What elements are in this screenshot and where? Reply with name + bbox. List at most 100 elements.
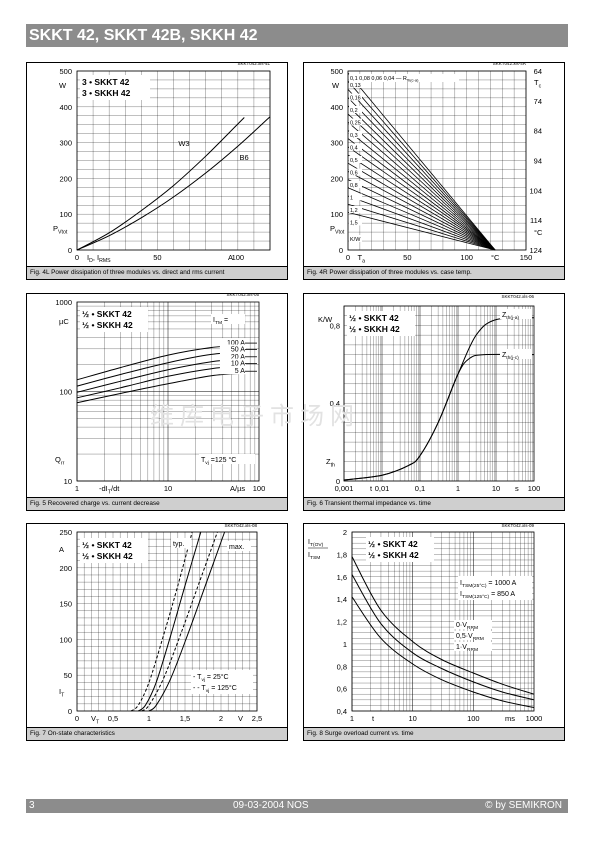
resistance-line bbox=[347, 80, 496, 251]
resistance-line bbox=[347, 187, 496, 251]
x-tick-label: 0,001 bbox=[335, 484, 354, 493]
x-tick-label: 1 bbox=[147, 714, 151, 723]
y-unit: W bbox=[59, 81, 67, 90]
chart-code: SKKT042.xls-4L bbox=[237, 63, 270, 66]
x-tick-label: 150 bbox=[520, 253, 533, 262]
series-line bbox=[76, 372, 245, 404]
x-tick-label: 1 bbox=[350, 714, 354, 723]
figure-caption: Fig. 4L Power dissipation of three modul… bbox=[27, 266, 287, 279]
series-line bbox=[148, 531, 226, 712]
chart-fig4r: 0 100 200 300 400 500 0 50 100 150 SKKT042.xls-4R W… bbox=[330, 63, 543, 264]
y-tick-label: 2 bbox=[343, 528, 347, 537]
itsm-legend-bg bbox=[458, 576, 532, 600]
y-tick-label: 200 bbox=[330, 174, 343, 183]
x-tick-label: 0 bbox=[75, 714, 79, 723]
chart-code: SKKT042.xls-05 bbox=[226, 294, 259, 297]
x-tick-label: 50 bbox=[403, 253, 411, 262]
x-label: Ta bbox=[357, 253, 365, 264]
resistance-label-bg bbox=[349, 143, 362, 151]
right-tick-label: 84 bbox=[534, 127, 542, 136]
chart-panel-fig5: 10 100 1000 1 10 100 SKKT042.xls-05 µC Qrr -dIT/d… bbox=[26, 293, 288, 511]
footer-date: 09-03-2004 NOS bbox=[233, 800, 309, 811]
resistance-label: 0,2 bbox=[350, 108, 358, 114]
legend-entry: ½ • SKKH 42 bbox=[368, 550, 419, 560]
resistance-label-bg bbox=[349, 218, 362, 226]
series-label-bg bbox=[454, 642, 492, 651]
resistance-line bbox=[347, 146, 496, 251]
max-label: max. bbox=[229, 544, 244, 551]
x-tick-label: 0,5 bbox=[108, 714, 118, 723]
resistance-line bbox=[347, 212, 496, 251]
chart-fig4l: 0 100 200 300 400 500 0 50 100 SKKT042.xls-4L W PVt… bbox=[53, 63, 270, 264]
chart-panel-fig4l: 0 100 200 300 400 500 0 50 100 SKKT042.xls-4L W PVt… bbox=[26, 62, 288, 280]
right-tick-label: 74 bbox=[534, 97, 542, 106]
series-label: 1·VRRM bbox=[456, 644, 478, 653]
series-label-bg bbox=[219, 366, 246, 375]
x-tick-label: 10 bbox=[164, 484, 172, 493]
series-line bbox=[351, 556, 535, 695]
figure-caption: Fig. 4R Power dissipation of three modul… bbox=[304, 266, 564, 279]
chart-panel-fig6: 0 0,4 0,8 0,001 0,01 0,1 1 10 100 SKKT042.xls-06 K… bbox=[303, 293, 565, 511]
resistance-label-bg bbox=[349, 106, 362, 113]
y-label: PVtot bbox=[330, 224, 345, 235]
resistance-line bbox=[347, 105, 496, 251]
resistance-label-bg bbox=[349, 168, 362, 176]
x-tick-label: 100 bbox=[528, 484, 541, 493]
temp-legend-entry: - Tvj = 25°C bbox=[193, 673, 229, 683]
x-tick-label: 1,5 bbox=[180, 714, 190, 723]
resistance-line bbox=[347, 179, 496, 251]
x-tick-label: 2 bbox=[219, 714, 223, 723]
resistance-label-bg bbox=[349, 156, 362, 163]
y-tick-label: 0,6 bbox=[337, 685, 347, 694]
footer: 3 09-03-2004 NOS © by SEMIKRON bbox=[26, 799, 568, 813]
series-label: 20 A bbox=[231, 354, 245, 361]
y-tick-label: 400 bbox=[59, 103, 72, 112]
x-unit: V bbox=[238, 714, 243, 723]
resistance-line bbox=[347, 171, 496, 251]
watermark: 维库电子市场网 bbox=[150, 402, 360, 430]
right-tick-label: 64 bbox=[534, 67, 542, 76]
series-label: 5 A bbox=[235, 368, 245, 375]
series-line bbox=[130, 531, 193, 712]
x-unit: ms bbox=[505, 714, 515, 723]
resistance-label: 0,13 bbox=[350, 83, 361, 89]
y-tick-label: 1000 bbox=[55, 298, 72, 307]
resistance-label: 1,2 bbox=[350, 208, 358, 214]
itsm-entry: ITSM(125°C) = 850 A bbox=[460, 591, 515, 600]
resistance-label-bg bbox=[349, 131, 362, 138]
y-tick-label: 400 bbox=[330, 103, 343, 112]
series-label-bg bbox=[219, 338, 246, 347]
figure-caption: Fig. 5 Recovered charge vs. current decr… bbox=[27, 497, 287, 510]
series-line bbox=[351, 596, 535, 709]
legend-background bbox=[80, 538, 148, 563]
y-tick-label: 100 bbox=[59, 210, 72, 219]
legend-entry: ½ • SKKT 42 bbox=[368, 539, 418, 549]
y-tick-label: 200 bbox=[59, 174, 72, 183]
resistance-label: 0,25 bbox=[350, 121, 361, 127]
resistance-header: 0,1 0,08 0,06 0,04 — Rth(c-a) bbox=[350, 76, 419, 83]
series-label-zth-jc: Zth(j-c) bbox=[502, 352, 519, 361]
y-tick-label: 150 bbox=[59, 600, 72, 609]
itsm-entry: ITSM(25°C) = 1000 A bbox=[460, 580, 517, 589]
series-line bbox=[137, 531, 202, 712]
y-tick-label: 250 bbox=[59, 528, 72, 537]
series-label-bg bbox=[454, 631, 492, 640]
series-line bbox=[343, 317, 535, 481]
x-tick-label: 1 bbox=[75, 484, 79, 493]
y-unit: K/W bbox=[318, 315, 333, 324]
series-label-bg bbox=[500, 309, 532, 319]
series-label-bg bbox=[500, 349, 532, 359]
y-tick-label: 1,4 bbox=[337, 595, 347, 604]
x-label: ID, IRMS bbox=[87, 253, 111, 264]
y-tick-label: 10 bbox=[64, 477, 72, 486]
resistance-label-bg bbox=[349, 118, 362, 126]
right-tick-label: 94 bbox=[534, 157, 542, 166]
series-label: 10 A bbox=[231, 361, 245, 368]
y-label-bottom: ITSM bbox=[308, 552, 320, 561]
series-line-w3 bbox=[76, 117, 245, 251]
series-label: 50 A bbox=[231, 346, 245, 353]
resistance-label: 0,5 bbox=[350, 158, 358, 164]
max-label-bg bbox=[227, 541, 251, 551]
resistance-line bbox=[347, 195, 496, 251]
